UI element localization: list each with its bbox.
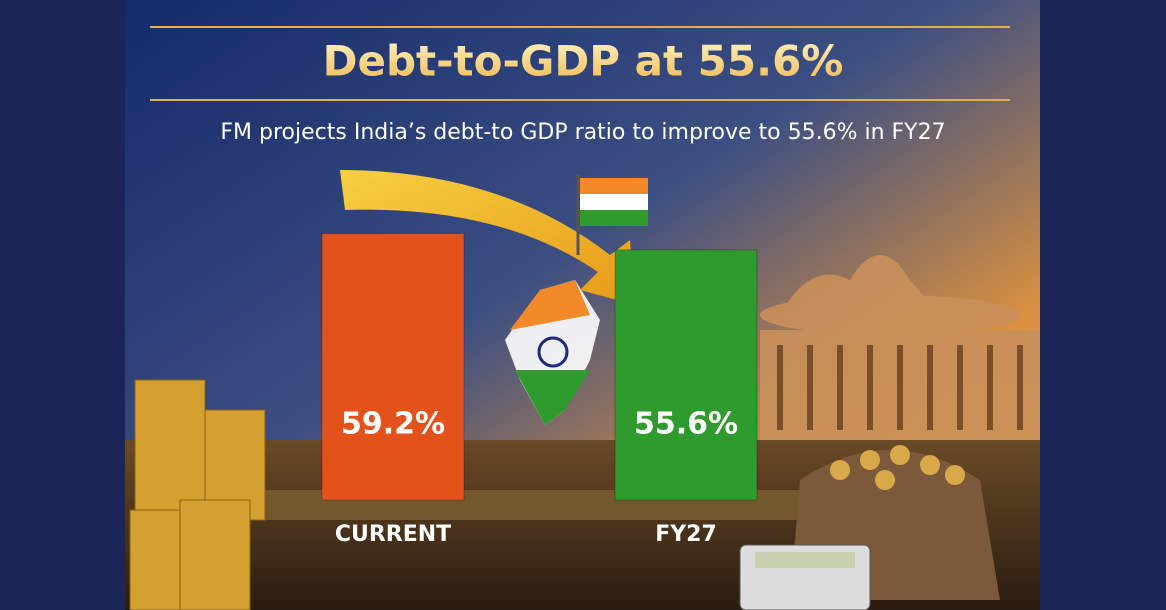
chart-title: Debt-to-GDP at 55.6% — [323, 37, 844, 86]
bar — [321, 233, 465, 501]
chart-subtitle: FM projects India’s debt-to GDP ratio to… — [220, 120, 945, 145]
category-label: FY27 — [655, 522, 717, 547]
background — [125, 0, 1040, 610]
bar — [614, 249, 758, 501]
category-label: CURRENT — [335, 522, 451, 547]
value-label: 59.2% — [341, 407, 445, 442]
value-label: 55.6% — [634, 407, 738, 442]
